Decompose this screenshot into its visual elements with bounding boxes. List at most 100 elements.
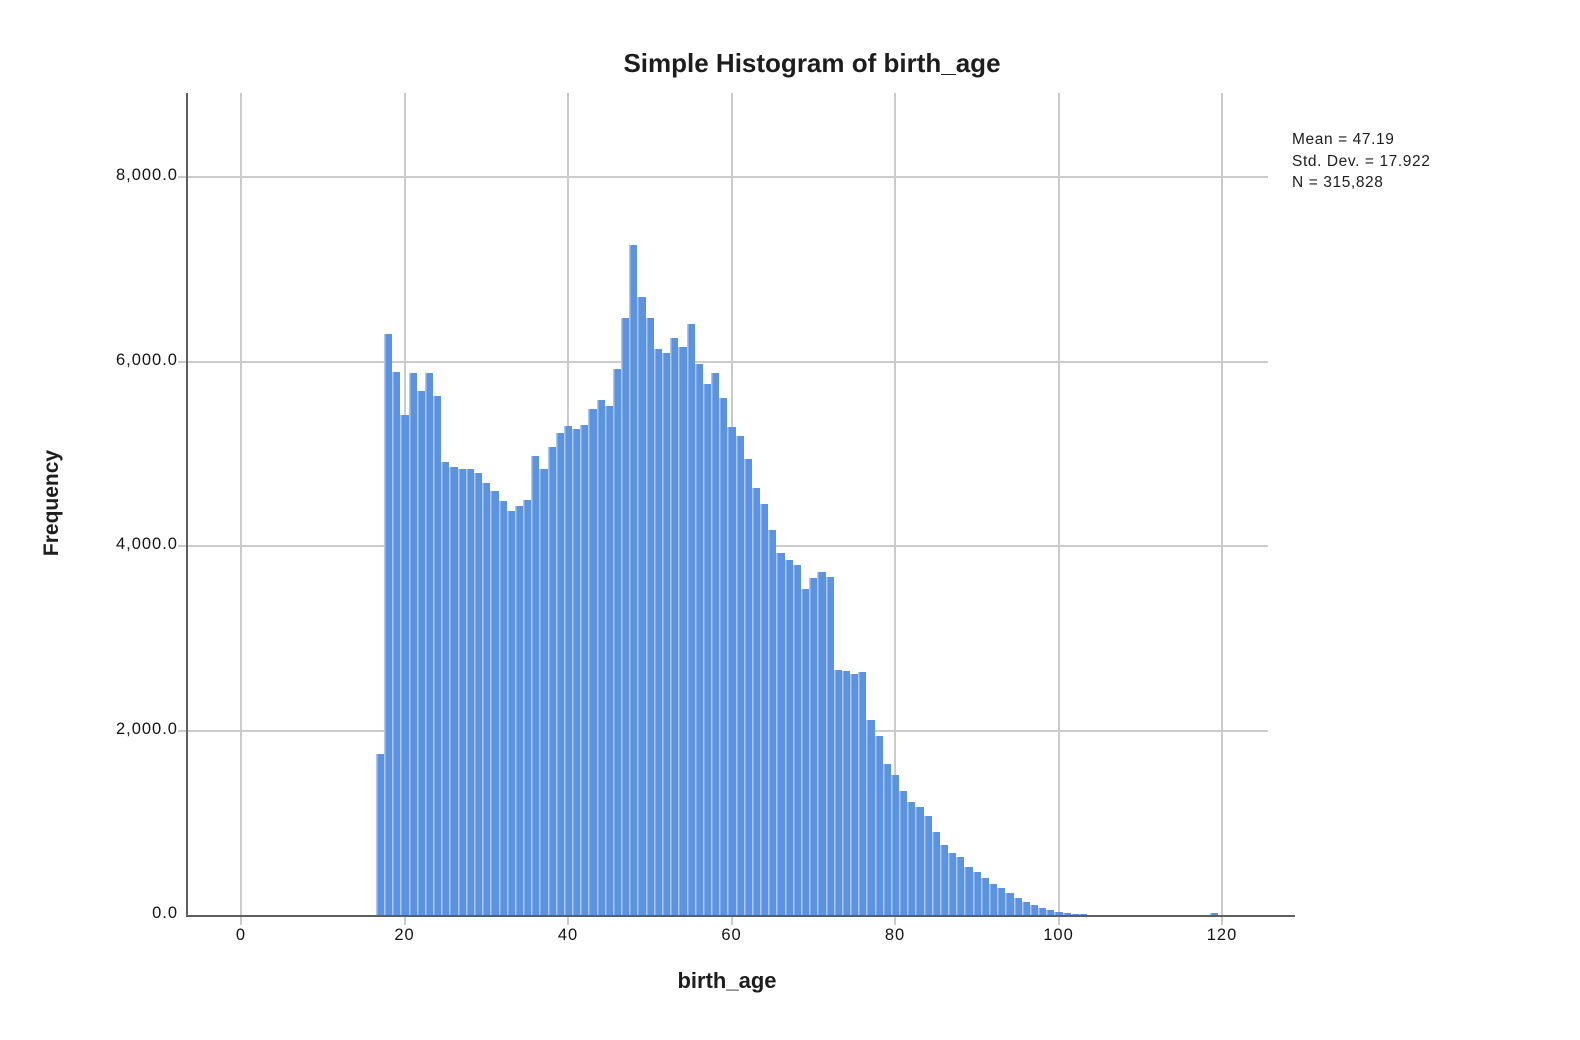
histogram-bar bbox=[1038, 907, 1047, 915]
histogram-bar bbox=[841, 671, 851, 915]
histogram-bar bbox=[686, 323, 695, 915]
histogram-bar bbox=[948, 853, 957, 915]
histogram-bar bbox=[498, 500, 507, 915]
histogram-bar bbox=[751, 487, 761, 915]
x-axis-line bbox=[186, 915, 1295, 917]
x-tick-label: 120 bbox=[1206, 926, 1238, 944]
y-tick-label: 0.0 bbox=[152, 904, 178, 922]
histogram-bar bbox=[555, 432, 564, 915]
histogram-bar bbox=[776, 553, 785, 915]
histogram-bar bbox=[408, 372, 417, 915]
histogram-bar bbox=[1054, 911, 1063, 915]
histogram-bar bbox=[392, 371, 401, 915]
histogram-bar bbox=[923, 816, 932, 915]
histogram-bar bbox=[964, 867, 973, 915]
histogram-bar bbox=[441, 462, 450, 915]
h-gridline bbox=[178, 176, 1268, 178]
histogram-bar bbox=[833, 669, 842, 915]
y-tick-label: 6,000.0 bbox=[115, 350, 178, 369]
histogram-bar bbox=[1070, 913, 1079, 915]
histogram-bar bbox=[629, 245, 638, 915]
histogram-bar bbox=[482, 483, 491, 915]
histogram-bar bbox=[670, 338, 679, 915]
v-gridline bbox=[1221, 93, 1223, 925]
x-tick-label: 60 bbox=[721, 926, 742, 944]
histogram-bar bbox=[416, 391, 425, 915]
histogram-bar bbox=[678, 346, 687, 915]
stat-mean: Mean = 47.19 bbox=[1292, 131, 1395, 148]
histogram-bar bbox=[931, 831, 940, 915]
histogram-bar bbox=[612, 368, 622, 915]
histogram-bar bbox=[850, 674, 859, 915]
histogram-bar bbox=[465, 469, 474, 915]
y-tick-label: 8,000.0 bbox=[115, 166, 178, 184]
histogram-bar bbox=[760, 504, 769, 915]
histogram-bar bbox=[956, 856, 965, 915]
histogram-bar bbox=[890, 774, 900, 915]
y-tick-label: 4,000.0 bbox=[115, 535, 178, 553]
histogram-bar bbox=[1029, 904, 1039, 915]
histogram-bar bbox=[604, 405, 613, 915]
histogram-bar bbox=[621, 318, 630, 915]
chart-title: Simple Histogram of birth_age bbox=[623, 48, 1001, 78]
histogram-bar bbox=[400, 415, 409, 915]
histogram-bar bbox=[825, 577, 834, 915]
histogram-bar bbox=[702, 383, 712, 915]
histogram-bar bbox=[1013, 898, 1022, 915]
histogram-bar bbox=[800, 589, 810, 915]
histogram-bar bbox=[874, 736, 883, 915]
histogram-bar bbox=[939, 844, 949, 915]
histogram-bar bbox=[662, 353, 671, 915]
histogram-bar bbox=[596, 400, 605, 915]
histogram-bar bbox=[1046, 909, 1055, 915]
histogram-bar bbox=[384, 333, 393, 915]
histogram-bar bbox=[719, 398, 728, 915]
histogram-bar bbox=[1021, 901, 1030, 915]
histogram-bar bbox=[1209, 913, 1218, 915]
x-tick-label: 100 bbox=[1043, 926, 1074, 944]
histogram-bar bbox=[653, 348, 662, 915]
histogram-bar bbox=[784, 559, 793, 915]
histogram-bar bbox=[866, 720, 875, 915]
histogram-bar bbox=[817, 571, 826, 915]
histogram-bar bbox=[572, 428, 581, 915]
histogram-bar bbox=[1062, 912, 1071, 915]
histogram-bar bbox=[523, 499, 532, 915]
h-gridline bbox=[178, 360, 1268, 363]
x-tick-label: 40 bbox=[557, 926, 579, 944]
y-axis-line bbox=[186, 93, 188, 917]
histogram-bar bbox=[980, 878, 989, 915]
histogram-bar bbox=[792, 565, 801, 915]
histogram-bar bbox=[1078, 914, 1088, 915]
histogram-bar bbox=[424, 372, 434, 915]
histogram-bar bbox=[506, 510, 515, 915]
histogram-bar bbox=[580, 425, 589, 915]
histogram-bar bbox=[735, 436, 744, 915]
stat-n: N = 315,828 bbox=[1292, 174, 1384, 191]
histogram-bar bbox=[858, 672, 867, 915]
stat-std-dev: Std. Dev. = 17.922 bbox=[1292, 152, 1431, 170]
histogram-bar bbox=[473, 473, 483, 915]
histogram-bar bbox=[809, 578, 818, 915]
y-tick-label: 2,000.0 bbox=[115, 719, 178, 738]
histogram-bar bbox=[915, 807, 924, 915]
v-gridline bbox=[894, 93, 896, 925]
histogram-bar bbox=[989, 883, 998, 915]
histogram-bar bbox=[768, 530, 777, 915]
histogram-bar bbox=[727, 426, 736, 915]
histogram-bar bbox=[899, 791, 908, 915]
histogram-bar bbox=[645, 318, 654, 915]
histogram-bar bbox=[972, 871, 981, 915]
histogram-bar bbox=[531, 455, 540, 915]
x-tick-label: 0 bbox=[235, 926, 247, 944]
histogram-bar bbox=[433, 395, 442, 915]
histogram-bar bbox=[563, 426, 573, 915]
histogram-bar bbox=[375, 754, 385, 915]
histogram-bar bbox=[882, 763, 891, 915]
histogram-bar bbox=[457, 468, 466, 915]
histogram-bar bbox=[997, 888, 1006, 915]
x-axis-title: birth_age bbox=[677, 968, 777, 993]
x-tick-label: 80 bbox=[884, 926, 906, 944]
v-gridline bbox=[1057, 93, 1060, 925]
